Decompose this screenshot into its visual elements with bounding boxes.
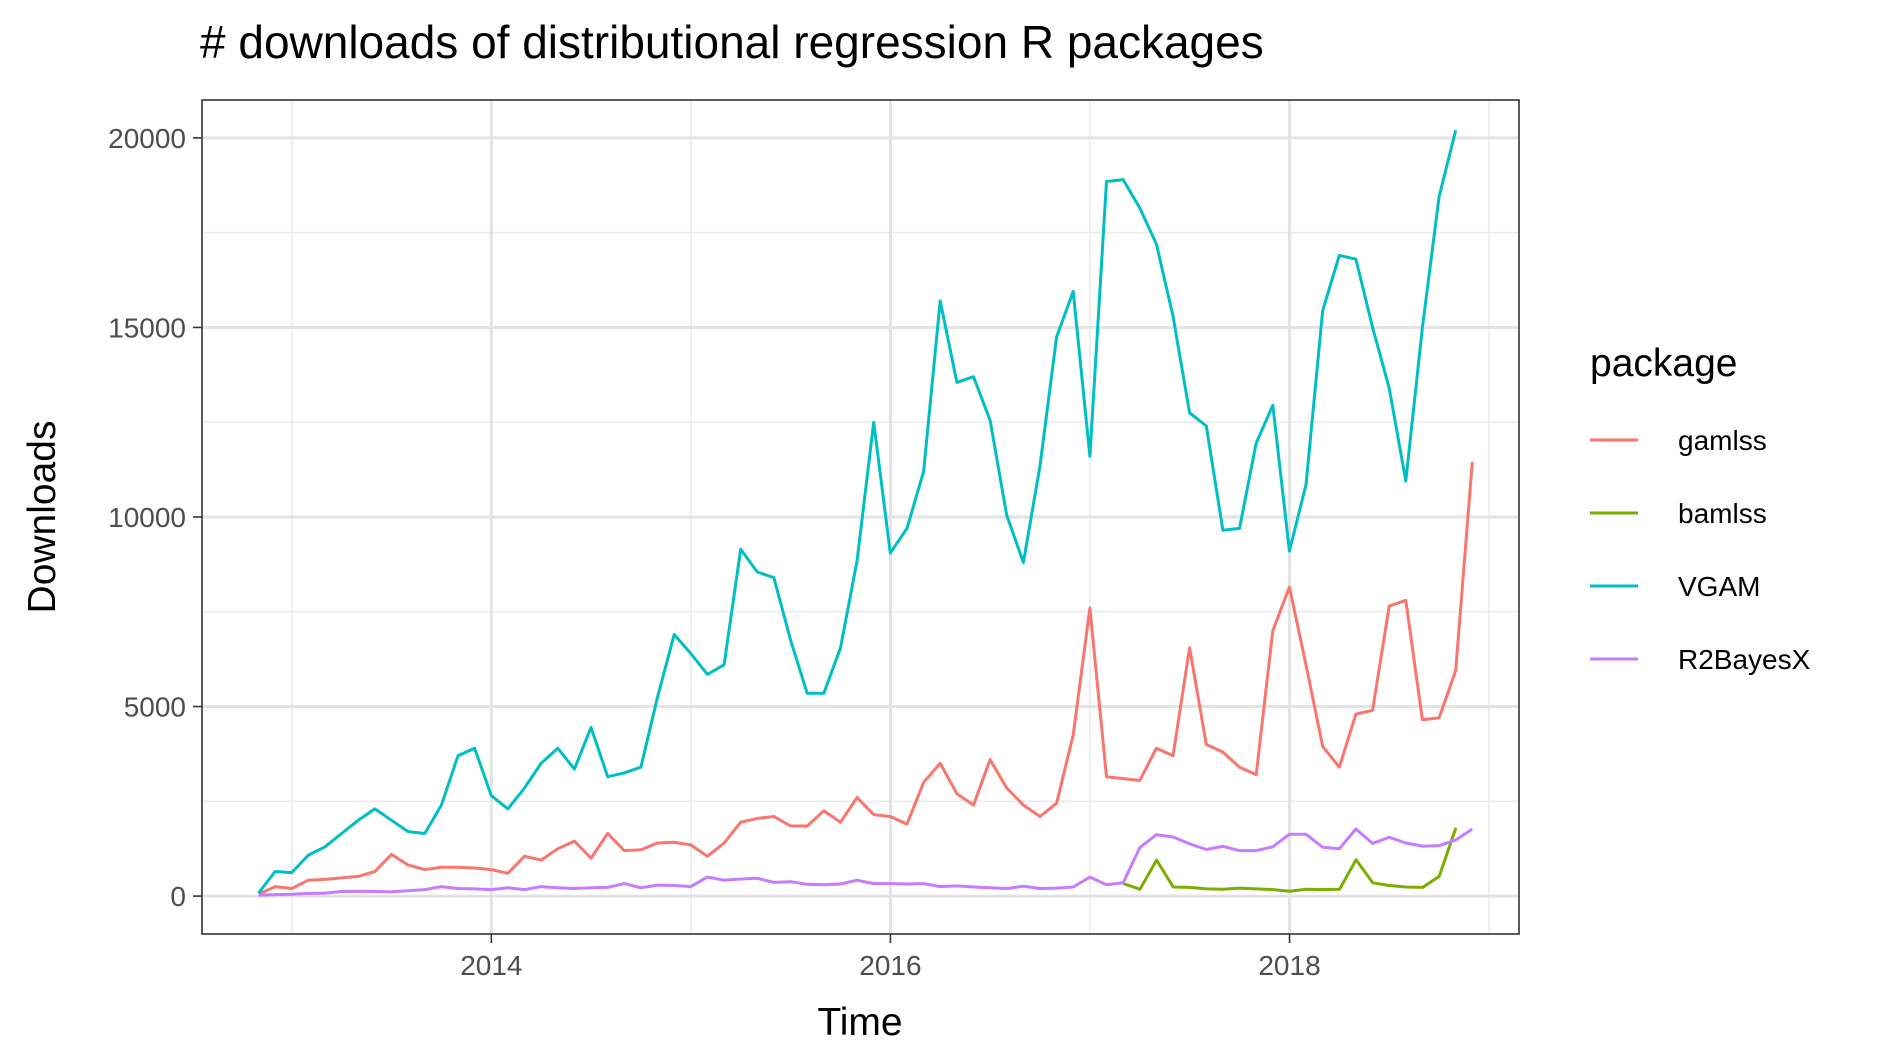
y-tick-label: 15000 [108, 312, 186, 343]
series-line-VGAM [257, 129, 1458, 895]
x-axis: 2014 2016 2018 [460, 934, 1321, 981]
series-line-bamlss [1122, 827, 1458, 893]
y-tick-label: 20000 [108, 123, 186, 154]
legend-label-R2BayesX: R2BayesX [1678, 644, 1811, 675]
legend-label-VGAM: VGAM [1678, 571, 1760, 602]
legend: package gamlss bamlss VGAM R2BayesX [1590, 342, 1811, 675]
y-axis-title: Downloads [21, 421, 64, 614]
y-tick-label: 10000 [108, 502, 186, 533]
y-axis: 0 5000 10000 15000 20000 [108, 123, 202, 912]
series-lines [257, 129, 1474, 897]
y-tick-label: 0 [170, 881, 186, 912]
legend-items: gamlss bamlss VGAM R2BayesX [1590, 425, 1811, 675]
x-tick-label: 2018 [1258, 950, 1320, 981]
x-axis-title: Time [817, 1001, 902, 1044]
x-tick-label: 2016 [859, 950, 921, 981]
series-line-R2BayesX [258, 827, 1474, 897]
legend-title: package [1590, 342, 1737, 385]
legend-label-gamlss: gamlss [1678, 425, 1767, 456]
y-tick-label: 5000 [124, 692, 186, 723]
chart-title: # downloads of distributional regression… [200, 16, 1264, 68]
x-tick-label: 2014 [460, 950, 522, 981]
grid-major [202, 100, 1519, 934]
series-line-gamlss [257, 461, 1474, 896]
legend-label-bamlss: bamlss [1678, 498, 1767, 529]
